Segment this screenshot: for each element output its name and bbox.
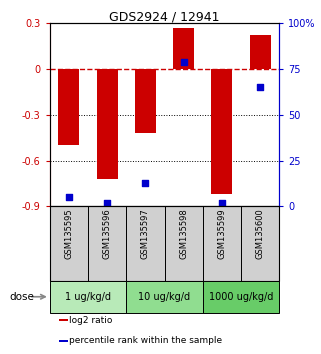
Text: GSM135600: GSM135600 [256,209,265,259]
Bar [203,206,241,281]
Point [66,194,72,200]
Point [105,200,110,206]
Point [143,180,148,185]
Bar [241,206,279,281]
Bar [126,281,203,313]
Bar [97,69,118,179]
Text: GSM135599: GSM135599 [217,209,226,259]
Text: GSM135597: GSM135597 [141,209,150,259]
Bar [135,69,156,133]
Bar [59,319,68,321]
Text: GSM135598: GSM135598 [179,209,188,259]
Text: 1 ug/kg/d: 1 ug/kg/d [65,292,111,302]
Bar [59,339,68,342]
Text: 10 ug/kg/d: 10 ug/kg/d [138,292,191,302]
Point [219,200,224,206]
Title: GDS2924 / 12941: GDS2924 / 12941 [109,10,220,23]
Text: 1000 ug/kg/d: 1000 ug/kg/d [209,292,273,302]
Bar [250,35,271,69]
Bar [126,206,164,281]
Bar [203,281,279,313]
Bar [211,69,232,194]
Bar [88,206,126,281]
Bar [58,69,79,145]
Text: percentile rank within the sample: percentile rank within the sample [69,336,222,345]
Text: GSM135595: GSM135595 [65,209,74,259]
Bar [50,206,88,281]
Text: GSM135596: GSM135596 [103,209,112,259]
Text: dose: dose [10,292,34,302]
Point [181,59,186,64]
Bar [50,281,126,313]
Text: log2 ratio: log2 ratio [69,315,113,325]
Bar [164,206,203,281]
Bar [173,28,194,69]
Point [257,84,263,90]
